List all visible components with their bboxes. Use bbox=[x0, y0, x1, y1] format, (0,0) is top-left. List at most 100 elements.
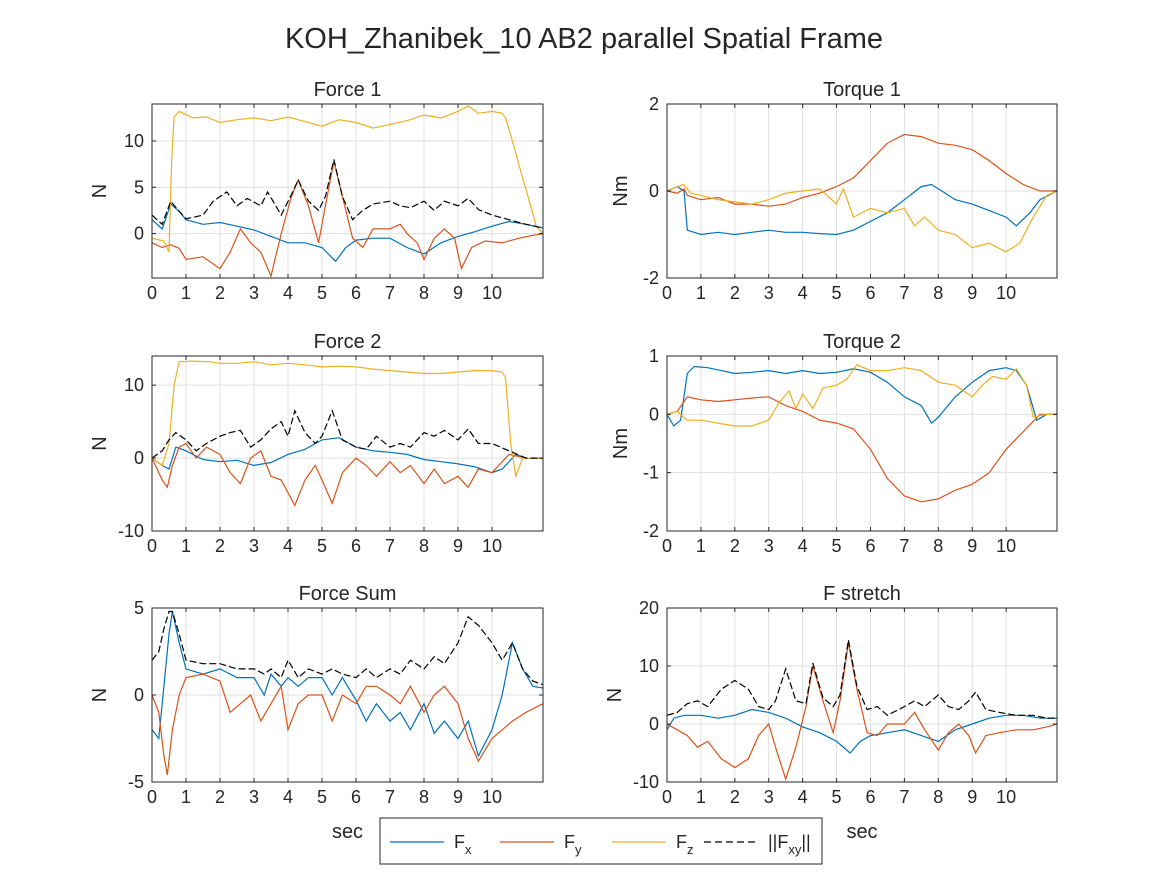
x-tick-label: 9 bbox=[967, 787, 977, 807]
y-tick-label: 0 bbox=[649, 714, 659, 734]
panel-title: Torque 2 bbox=[823, 331, 901, 353]
y-tick-label: 0 bbox=[649, 181, 659, 201]
y-tick-label: 5 bbox=[134, 177, 144, 197]
x-tick-label: 1 bbox=[696, 787, 706, 807]
y-axis-label: N bbox=[89, 436, 111, 450]
x-tick-label: 8 bbox=[933, 283, 943, 303]
x-tick-label: 4 bbox=[283, 536, 293, 556]
x-tick-label: 6 bbox=[351, 283, 361, 303]
series-Fz bbox=[152, 105, 543, 253]
series-Fy bbox=[667, 133, 1057, 207]
y-tick-label: -5 bbox=[128, 772, 144, 792]
plot-area bbox=[152, 104, 543, 278]
legend-entry-1: Fy bbox=[500, 832, 582, 857]
x-tick-label: 8 bbox=[419, 536, 429, 556]
x-tick-label: 8 bbox=[933, 536, 943, 556]
x-tick-label: 3 bbox=[764, 283, 774, 303]
series-Fy bbox=[152, 442, 543, 507]
y-tick-label: 0 bbox=[134, 448, 144, 468]
x-tick-label: 1 bbox=[696, 536, 706, 556]
x-tick-label: 6 bbox=[865, 787, 875, 807]
x-tick-label: 10 bbox=[996, 787, 1016, 807]
series-Fx bbox=[152, 611, 543, 758]
y-axis-label: Nm bbox=[610, 428, 632, 459]
x-tick-label: 4 bbox=[798, 536, 808, 556]
x-tick-label: 7 bbox=[899, 787, 909, 807]
x-tick-label: 7 bbox=[385, 536, 395, 556]
y-tick-label: 0 bbox=[134, 224, 144, 244]
series-Fy bbox=[667, 396, 1057, 503]
x-tick-label: 0 bbox=[662, 787, 672, 807]
x-tick-label: 8 bbox=[419, 283, 429, 303]
x-tick-label: 5 bbox=[317, 283, 327, 303]
y-tick-label: 20 bbox=[639, 598, 659, 618]
legend-entries: Fx Fy Fz ||Fxy|| bbox=[390, 832, 811, 857]
y-tick-label: 1 bbox=[649, 346, 659, 366]
series-Fxy bbox=[152, 159, 543, 229]
x-tick-label: 2 bbox=[730, 536, 740, 556]
legend-label: Fz bbox=[676, 832, 694, 857]
x-tick-label: 9 bbox=[967, 283, 977, 303]
x-tick-label: 8 bbox=[933, 787, 943, 807]
x-tick-label: 2 bbox=[215, 536, 225, 556]
panel-title: Force 2 bbox=[314, 331, 382, 353]
x-tick-label: 5 bbox=[317, 787, 327, 807]
x-tick-label: 9 bbox=[453, 536, 463, 556]
x-tick-label: 5 bbox=[832, 283, 842, 303]
x-tick-label: 3 bbox=[249, 787, 259, 807]
x-tick-label: 4 bbox=[283, 283, 293, 303]
x-tick-label: 4 bbox=[283, 787, 293, 807]
legend-label: ||Fxy|| bbox=[768, 832, 811, 857]
x-tick-label: 9 bbox=[453, 283, 463, 303]
x-tick-label: 6 bbox=[865, 283, 875, 303]
legend-label: Fy bbox=[564, 832, 582, 857]
x-tick-label: 10 bbox=[482, 283, 502, 303]
y-tick-label: 0 bbox=[649, 404, 659, 424]
series-Fz bbox=[667, 364, 1057, 427]
legend-label: Fx bbox=[454, 832, 472, 857]
y-axis-label: N bbox=[604, 688, 626, 702]
x-tick-label: 3 bbox=[764, 536, 774, 556]
x-tick-label: 9 bbox=[967, 536, 977, 556]
x-tick-label: 8 bbox=[419, 787, 429, 807]
series-Fz bbox=[667, 183, 1057, 253]
x-tick-label: 3 bbox=[249, 536, 259, 556]
x-tick-label: 1 bbox=[181, 536, 191, 556]
panel-title: F stretch bbox=[823, 583, 901, 605]
legend-box bbox=[379, 817, 823, 865]
y-tick-label: 5 bbox=[134, 598, 144, 618]
x-tick-label: 1 bbox=[696, 283, 706, 303]
x-tick-label: 6 bbox=[351, 536, 361, 556]
y-axis-label: N bbox=[89, 184, 111, 198]
x-tick-label: 5 bbox=[832, 787, 842, 807]
y-tick-label: 10 bbox=[639, 656, 659, 676]
x-tick-label: 0 bbox=[662, 536, 672, 556]
x-tick-label: 0 bbox=[662, 283, 672, 303]
x-tick-label: 7 bbox=[899, 536, 909, 556]
x-tick-label: 1 bbox=[181, 787, 191, 807]
x-tick-label: 10 bbox=[996, 283, 1016, 303]
y-axis-label: N bbox=[89, 688, 111, 702]
series-Fxy bbox=[152, 408, 543, 459]
legend-entry-3: ||Fxy|| bbox=[704, 832, 811, 857]
y-tick-label: 0 bbox=[134, 685, 144, 705]
legend-entry-2: Fz bbox=[612, 832, 694, 857]
x-tick-label: 0 bbox=[147, 536, 157, 556]
plot-area bbox=[667, 608, 1057, 782]
x-tick-label: 6 bbox=[351, 787, 361, 807]
y-tick-label: -2 bbox=[643, 268, 659, 288]
x-tick-label: 7 bbox=[385, 283, 395, 303]
panel-title: Force Sum bbox=[299, 583, 397, 605]
x-tick-label: 7 bbox=[385, 787, 395, 807]
series-Fz bbox=[152, 360, 543, 479]
y-tick-label: 2 bbox=[649, 94, 659, 114]
axes-frame bbox=[151, 103, 544, 279]
x-tick-label: 4 bbox=[798, 787, 808, 807]
x-tick-label: 10 bbox=[996, 536, 1016, 556]
y-axis-label: Nm bbox=[610, 175, 632, 206]
axes-frame bbox=[151, 355, 544, 532]
